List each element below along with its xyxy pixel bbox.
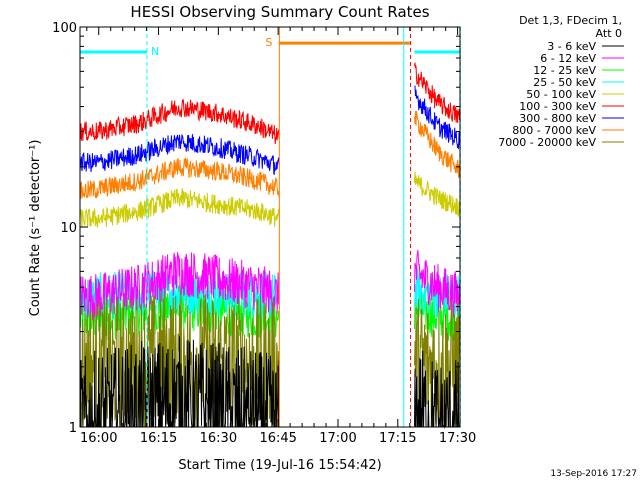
x-tick-label-3: 16:45 (259, 431, 296, 446)
series-line-100-300keV-seg1 (414, 62, 460, 124)
x-tick-label-5: 17:15 (379, 431, 416, 446)
series-line-6-12keV-seg0 (79, 252, 280, 321)
series-line-3-6keV-seg0 (79, 336, 280, 429)
x-tick-label-6: 17:30 (439, 431, 476, 446)
y-tick-label-1: 1 (69, 421, 77, 436)
y-axis-label: Count Rate (s⁻¹ detector⁻¹) (28, 140, 43, 317)
legend-label-5: 100 - 300 keV (519, 100, 596, 113)
x-tick-label-4: 17:00 (319, 431, 356, 446)
x-tick-label-1: 16:15 (140, 431, 177, 446)
legend-label-0: 3 - 6 keV (547, 40, 596, 53)
plot-area: NS (79, 27, 461, 429)
x-tick-label-2: 16:30 (200, 431, 237, 446)
y-tick-label-100: 100 (52, 21, 77, 36)
series-line-50-100keV-seg1 (414, 171, 460, 217)
annotation-label-N: N (151, 45, 159, 58)
legend-header-line1: Det 1,3, FDecim 1, (519, 14, 622, 27)
legend-label-6: 300 - 800 keV (519, 112, 596, 125)
legend-label-4: 50 - 100 keV (526, 88, 596, 101)
series-line-300-800keV-seg0 (79, 133, 280, 175)
series-line-7000-20000keV-seg1 (414, 298, 460, 428)
x-axis-label: Start Time (19-Jul-16 15:54:42) (178, 458, 381, 473)
series-line-50-100keV-seg0 (79, 188, 280, 229)
annotation-label-S: S (265, 36, 272, 49)
legend-label-8: 7000 - 20000 keV (498, 136, 596, 149)
series-line-6-12keV-seg1 (414, 249, 460, 318)
legend-label-2: 12 - 25 keV (533, 64, 596, 77)
legend-label-1: 6 - 12 keV (540, 52, 596, 65)
series-line-800-7000keV-seg0 (79, 157, 280, 200)
x-tick-label-0: 16:00 (80, 431, 117, 446)
y-tick-label-10: 10 (60, 221, 77, 236)
legend-header-line2: Att 0 (596, 27, 622, 40)
legend-label-7: 800 - 7000 keV (512, 124, 596, 137)
chart-title: HESSI Observing Summary Count Rates (130, 3, 429, 21)
series-line-100-300keV-seg0 (79, 98, 280, 145)
axes: 1 10 100 16:00 16:15 16:30 16:45 17:00 17:15 17:3… (52, 21, 476, 446)
series-line-800-7000keV-seg1 (414, 111, 460, 179)
legend-label-3: 25 - 50 keV (533, 76, 596, 89)
footer-date: 13-Sep-2016 17:27 (550, 469, 637, 479)
series-line-300-800keV-seg1 (414, 85, 460, 149)
